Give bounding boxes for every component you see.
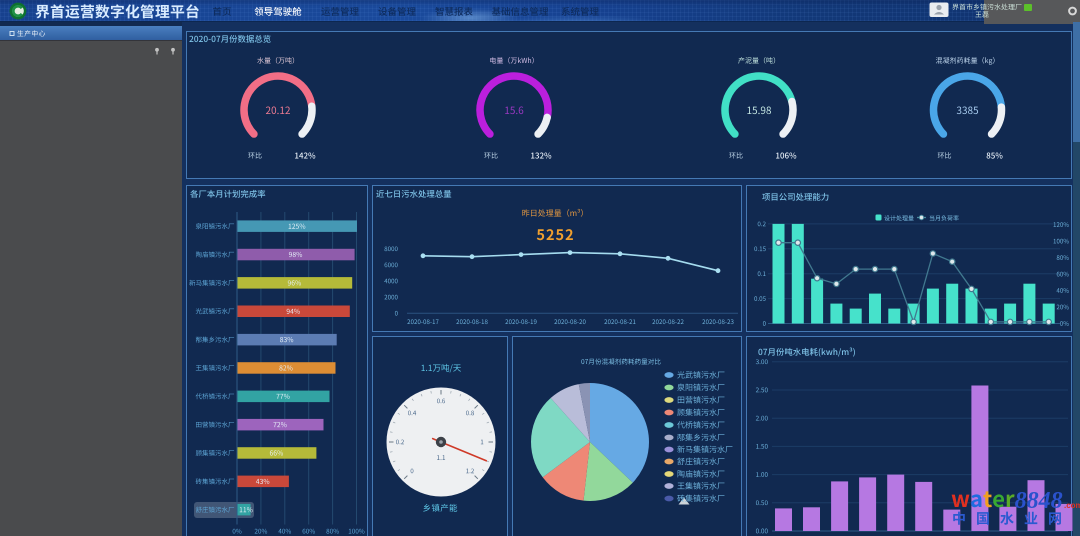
svg-text:.com: .com bbox=[1064, 501, 1080, 510]
svg-text:8848: 8848 bbox=[1015, 488, 1063, 514]
